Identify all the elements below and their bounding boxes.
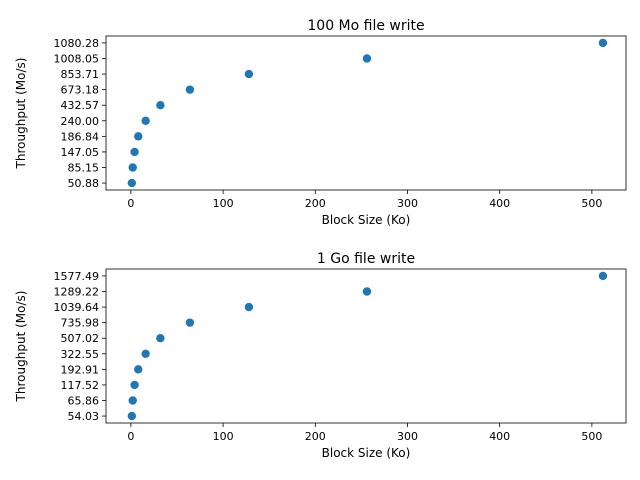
plot-frame	[105, 35, 627, 191]
data-point	[185, 318, 195, 327]
data-point	[362, 287, 372, 296]
x-tick-label: 500	[581, 197, 602, 210]
x-tick-label: 500	[581, 430, 602, 443]
y-tick-label: 322.55	[61, 348, 100, 361]
data-point	[598, 38, 608, 48]
y-tick-label: 432.57	[61, 99, 100, 112]
x-tick-label: 100	[213, 430, 234, 443]
data-point	[134, 365, 143, 374]
x-tick-label: 0	[127, 430, 134, 443]
y-tick-label: 240.00	[61, 115, 100, 128]
data-point	[244, 302, 254, 312]
y-tick-label: 1289.22	[54, 286, 100, 299]
data-point	[127, 178, 137, 188]
y-tick-label: 507.02	[61, 332, 100, 345]
data-point	[598, 271, 608, 281]
y-tick-label: 192.91	[61, 363, 100, 376]
y-axis-label: Throughput (Mo/s)	[14, 58, 28, 170]
chart-title: 100 Mo file write	[307, 18, 424, 34]
x-tick-label: 100	[213, 197, 234, 210]
plot-frame	[105, 268, 627, 424]
data-point	[156, 334, 165, 343]
y-tick-label: 65.86	[68, 394, 100, 407]
x-tick-label: 400	[489, 197, 510, 210]
y-tick-label: 1008.05	[54, 53, 100, 66]
data-point	[141, 116, 150, 125]
data-point	[127, 411, 137, 421]
subplot-2: 1 Go file write 0 100 200 300 400 500 54.03 65.8…	[14, 251, 627, 460]
x-axis-label: Block Size (Ko)	[322, 213, 411, 227]
x-tick-label: 300	[397, 197, 418, 210]
data-point	[128, 396, 137, 405]
data-point	[130, 147, 139, 157]
y-tick-label: 117.52	[61, 379, 100, 392]
y-tick-label: 1577.49	[54, 270, 100, 283]
y-tick-label: 85.15	[68, 161, 100, 174]
data-point	[141, 349, 150, 358]
data-point	[130, 380, 139, 390]
y-tick-label: 853.71	[61, 68, 100, 81]
y-axis-label: Throughput (Mo/s)	[14, 291, 28, 403]
x-tick-label: 400	[489, 430, 510, 443]
x-tick-label: 200	[305, 430, 326, 443]
x-tick-label: 200	[305, 197, 326, 210]
data-point	[128, 163, 137, 172]
data-point	[185, 85, 195, 94]
y-tick-label: 147.05	[61, 146, 100, 159]
y-tick-label: 1080.28	[54, 37, 100, 50]
subplot-1: 100 Mo file write 0 100 200 300 400 500 50.88 85…	[14, 18, 627, 227]
data-point	[362, 54, 372, 63]
data-point	[156, 101, 165, 110]
y-tick-label: 54.03	[68, 410, 100, 423]
x-tick-label: 300	[397, 430, 418, 443]
y-tick-label: 1039.64	[54, 301, 100, 314]
y-tick-label: 186.84	[61, 130, 100, 143]
x-axis-label: Block Size (Ko)	[322, 446, 411, 460]
data-point	[244, 69, 254, 79]
y-tick-label: 50.88	[68, 177, 100, 190]
chart-title: 1 Go file write	[317, 251, 415, 267]
x-tick-label: 0	[127, 197, 134, 210]
data-point	[134, 132, 143, 141]
y-tick-label: 735.98	[61, 317, 100, 330]
y-tick-label: 673.18	[61, 84, 100, 97]
